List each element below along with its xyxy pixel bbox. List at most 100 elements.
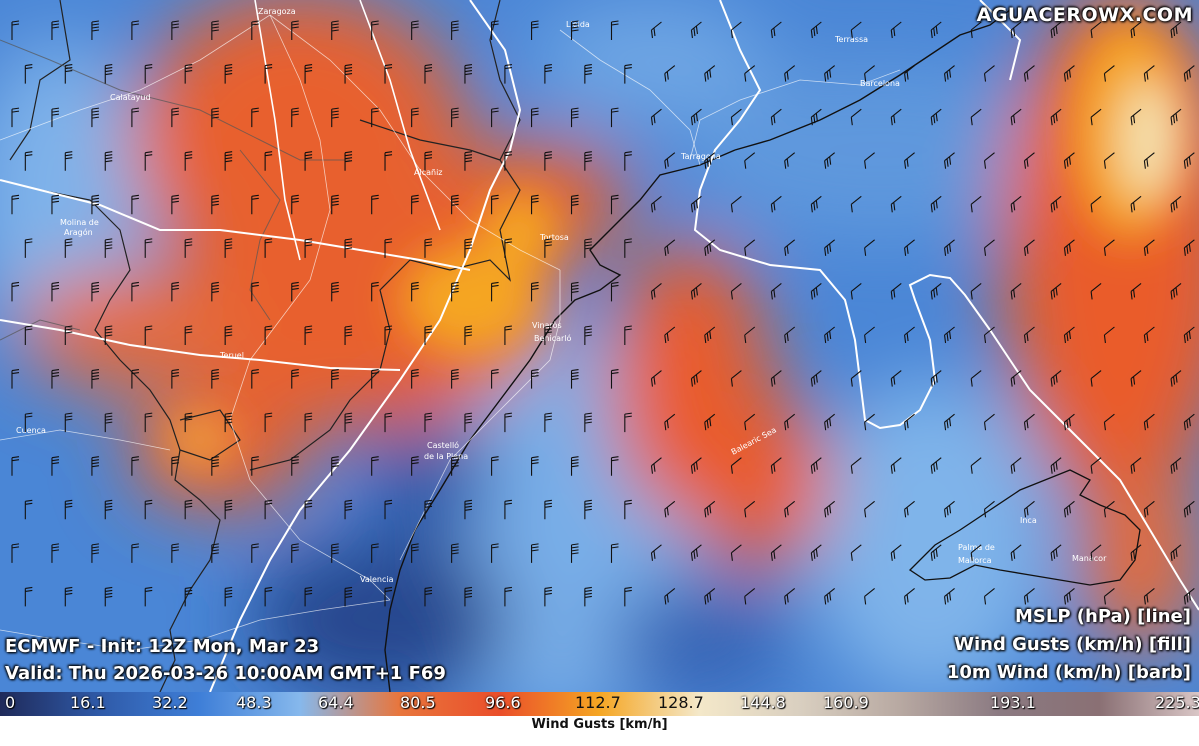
wind-barb (650, 457, 662, 474)
wind-barb (1183, 239, 1195, 256)
wind-barb (1090, 457, 1102, 474)
wind-barb (491, 456, 499, 476)
wind-barb (464, 64, 473, 84)
wind-barb (291, 369, 299, 389)
wind-barb (983, 326, 995, 344)
wind-barb (64, 64, 73, 84)
wind-barb (650, 282, 662, 300)
wind-barb (171, 20, 179, 40)
wind-barb (810, 457, 822, 474)
wind-barb (384, 412, 393, 433)
wind-barb (650, 108, 662, 126)
wind-barb (624, 64, 632, 84)
svg-text:Calatayud: Calatayud (110, 93, 151, 102)
wind-barb (1063, 500, 1075, 518)
wind-barb (584, 64, 592, 84)
wind-barb (251, 107, 259, 128)
wind-barb (424, 499, 433, 520)
wind-barb (464, 238, 473, 258)
wind-barb (104, 64, 113, 84)
wind-barb (144, 499, 153, 520)
wind-barb (1023, 326, 1035, 344)
wind-barb (730, 282, 742, 300)
wind-barb (291, 20, 299, 40)
wind-barb (264, 151, 273, 171)
wind-barb (384, 151, 393, 171)
wind-barb (784, 152, 796, 169)
weather-map[interactable]: Zaragoza Lleida Terrassa Barcelona Calat… (0, 0, 1199, 692)
wind-barb (864, 326, 875, 344)
layer-wind-gusts: Wind Gusts (km/h) [fill] (954, 634, 1191, 655)
wind-barb (384, 325, 393, 345)
wind-barb (1090, 195, 1102, 213)
wind-barb (464, 325, 473, 345)
wind-barb (264, 412, 273, 433)
wind-barb (730, 370, 742, 387)
wind-barb (1023, 239, 1035, 256)
wind-barb (451, 107, 459, 128)
wind-barb (970, 195, 982, 213)
roads (0, 14, 901, 651)
wind-barb (1170, 21, 1182, 39)
wind-barb (304, 586, 313, 607)
wind-barb (1050, 282, 1062, 300)
wind-barb (1010, 370, 1022, 387)
colorbar-tick: 32.2 (152, 693, 188, 712)
wind-barb (24, 151, 33, 171)
wind-barb (930, 21, 942, 39)
wind-barb (131, 20, 139, 40)
wind-barb (504, 238, 512, 258)
wind-barb (890, 457, 902, 474)
wind-barb (451, 20, 459, 40)
wind-barb (1103, 239, 1115, 256)
wind-barb (704, 239, 716, 256)
wind-barb (264, 238, 273, 258)
wind-barb (184, 586, 193, 607)
colorbar-tick: 64.4 (318, 693, 354, 712)
wind-barb (1023, 65, 1035, 82)
wind-barb (584, 151, 592, 171)
wind-barb (983, 239, 995, 256)
wind-barb (1050, 108, 1062, 126)
wind-barb (211, 281, 219, 302)
wind-barb (784, 413, 796, 431)
wind-barb (104, 586, 113, 607)
wind-barb (864, 152, 875, 169)
wind-barb (664, 587, 676, 605)
wind-barb (944, 500, 955, 518)
wind-barb (144, 325, 153, 345)
wind-barb (531, 456, 539, 476)
wind-barb (610, 281, 619, 302)
wind-barb (91, 456, 100, 476)
wind-barb (171, 107, 179, 128)
wind-barb (770, 195, 782, 213)
wind-barb (211, 543, 219, 563)
wind-barb (384, 499, 393, 520)
wind-barb (544, 586, 552, 607)
wind-barb (810, 21, 822, 39)
wind-barb (544, 238, 552, 258)
wind-barb (890, 108, 902, 126)
wind-barb (144, 64, 153, 84)
wind-barb (664, 152, 676, 169)
wind-barb (810, 370, 822, 387)
wind-barb (211, 107, 219, 128)
wind-barb (544, 325, 552, 345)
wind-barb (424, 64, 433, 84)
wind-barb (464, 412, 473, 433)
layer-mslp: MSLP (hPa) [line] (1014, 606, 1191, 627)
wind-barb (371, 456, 379, 476)
wind-barb (531, 369, 539, 389)
wind-barb (1130, 282, 1142, 300)
wind-barb (331, 456, 339, 476)
wind-barb (144, 412, 153, 433)
wind-barb (744, 500, 756, 518)
svg-text:Teruel: Teruel (219, 351, 244, 360)
wind-barb (411, 107, 419, 128)
wind-barb (424, 151, 433, 171)
wind-barb (451, 194, 459, 215)
wind-barb (1063, 413, 1075, 431)
wind-barb (184, 238, 193, 258)
wind-barb (251, 543, 259, 563)
wind-barb (730, 108, 742, 126)
